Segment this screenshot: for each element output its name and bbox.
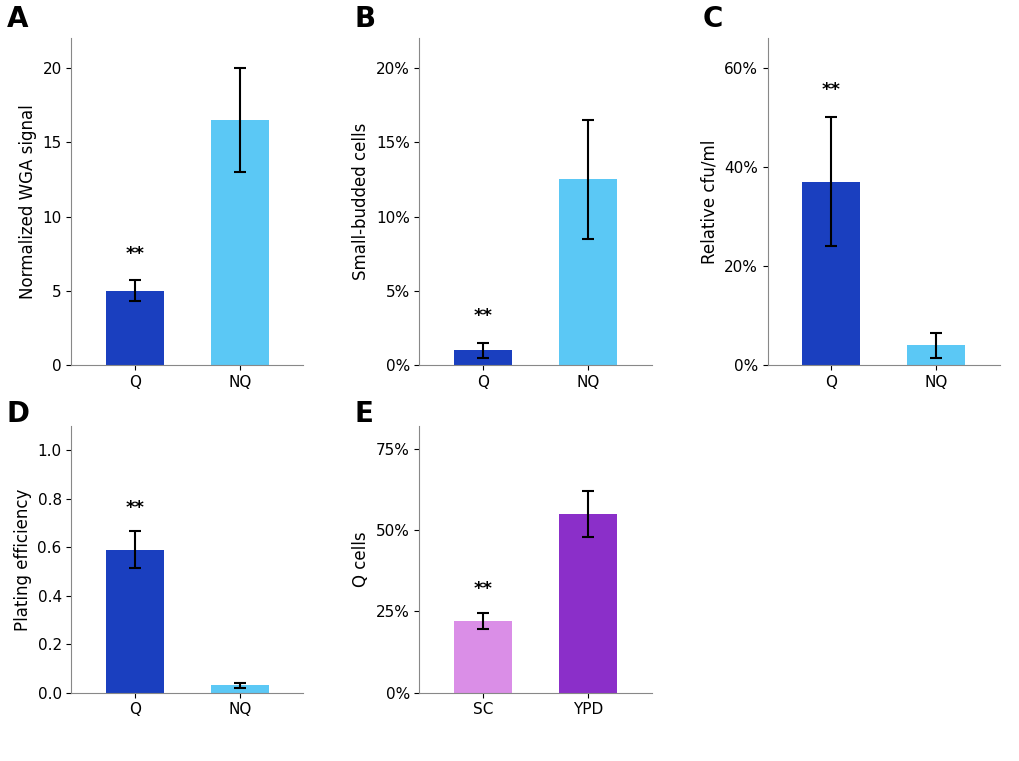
Text: C: C <box>702 5 722 33</box>
Bar <box>106 549 163 693</box>
Y-axis label: Small-budded cells: Small-budded cells <box>352 123 370 280</box>
Text: **: ** <box>473 581 492 598</box>
Text: A: A <box>6 5 28 33</box>
Bar <box>211 685 269 693</box>
Y-axis label: Q cells: Q cells <box>352 531 370 587</box>
Bar <box>558 514 616 693</box>
Bar <box>907 345 964 365</box>
Bar <box>453 621 512 693</box>
Text: **: ** <box>125 499 144 517</box>
Y-axis label: Relative cfu/ml: Relative cfu/ml <box>700 139 717 264</box>
Text: **: ** <box>473 307 492 325</box>
Bar <box>801 182 859 365</box>
Text: E: E <box>355 400 373 428</box>
Text: B: B <box>355 5 375 33</box>
Y-axis label: Plating efficiency: Plating efficiency <box>14 488 32 631</box>
Text: D: D <box>6 400 30 428</box>
Bar <box>106 291 163 365</box>
Text: **: ** <box>125 244 144 263</box>
Bar <box>211 120 269 365</box>
Bar <box>453 350 512 365</box>
Y-axis label: Normalized WGA signal: Normalized WGA signal <box>19 104 37 299</box>
Text: **: ** <box>820 81 840 100</box>
Bar <box>558 180 616 365</box>
